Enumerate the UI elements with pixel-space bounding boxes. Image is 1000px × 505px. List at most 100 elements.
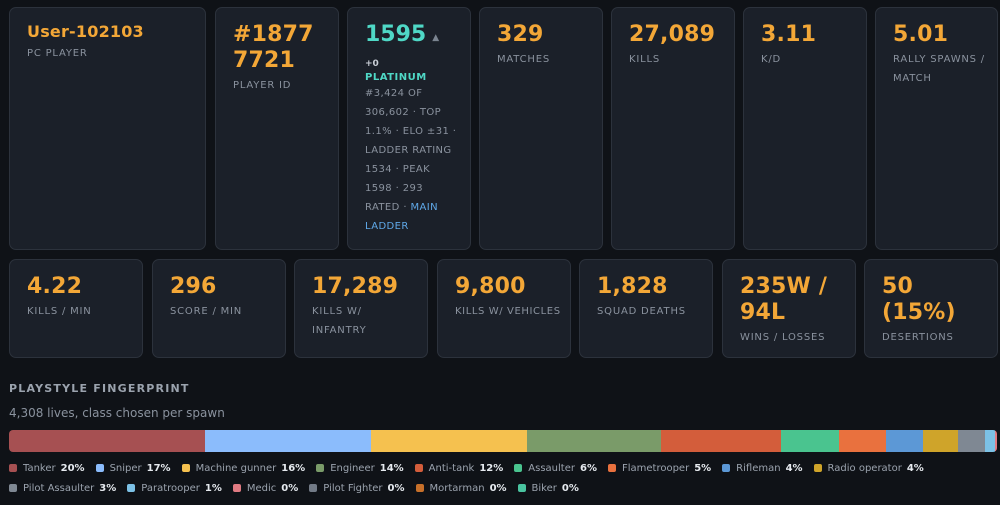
- legend-swatch: [517, 484, 526, 492]
- stat-label: SCORE / MIN: [170, 306, 243, 317]
- bar-segment-flametrooper[interactable]: [838, 430, 887, 452]
- bar-segment-paratrooper[interactable]: [985, 430, 995, 452]
- ladder-link[interactable]: Main Ladder: [365, 202, 438, 232]
- legend-swatch: [316, 464, 325, 472]
- legend-label: Pilot Assaulter: [23, 482, 95, 494]
- bar-segment-sniper[interactable]: [205, 430, 372, 452]
- elo-delta: +0: [365, 59, 379, 69]
- legend-item: Tanker 20%: [9, 461, 85, 475]
- stat-value: 1,828: [597, 274, 668, 299]
- legend-label: Biker: [531, 482, 557, 494]
- stat-label: KILLS W/ INFANTRY: [312, 306, 367, 336]
- legend-swatch: [309, 484, 318, 492]
- stat-label: K/D: [761, 54, 782, 65]
- stat-card-vehicle-kills: 9,800 KILLS W/ VEHICLES: [437, 259, 571, 358]
- legend-label: Assaulter: [528, 462, 575, 474]
- bar-segment-engineer[interactable]: [526, 430, 662, 452]
- legend-swatch: [722, 464, 731, 472]
- bar-segment-medic[interactable]: [994, 430, 997, 452]
- bar-segment-tanker[interactable]: [9, 430, 206, 452]
- legend-swatch: [95, 464, 104, 472]
- legend-label: Radio operator: [827, 462, 902, 474]
- legend-swatch: [414, 464, 423, 472]
- player-id-card: #18777721 PLAYER ID: [215, 7, 339, 250]
- bar-segment-machine-gunner[interactable]: [371, 430, 527, 452]
- legend-item: Radio operator 4%: [813, 461, 924, 475]
- stat-card-kills: 27,089 KILLS: [611, 7, 735, 250]
- stat-value: 296: [170, 274, 217, 299]
- legend-item: Assaulter 6%: [514, 461, 597, 475]
- legend-swatch: [9, 464, 17, 472]
- legend-percent: 4%: [785, 462, 803, 474]
- stat-label: RALLY SPAWNS / MATCH: [893, 54, 985, 84]
- stat-value: 235W / 94L: [740, 274, 828, 325]
- player-platform: PC PLAYER: [27, 48, 88, 59]
- stat-label: DESERTIONS: [882, 332, 954, 343]
- legend-label: Flametrooper: [621, 462, 690, 474]
- legend-item: Flametrooper 5%: [607, 461, 712, 475]
- legend-percent: 12%: [479, 462, 504, 474]
- legend-percent: 14%: [379, 462, 404, 474]
- legend-label: Sniper: [109, 462, 142, 474]
- stat-label: MATCHES: [497, 54, 550, 65]
- legend-label: Pilot Fighter: [323, 482, 383, 494]
- stat-card-kd: 3.11 K/D: [743, 7, 867, 250]
- legend-label: Medic: [246, 482, 277, 494]
- stat-value: 50 (15%): [882, 274, 956, 325]
- legend-percent: 0%: [387, 482, 405, 494]
- legend-item: Engineer 14%: [316, 461, 404, 475]
- legend-item: Rifleman 4%: [722, 461, 803, 475]
- stat-value: 329: [497, 22, 544, 47]
- stat-card-matches: 329 MATCHES: [479, 7, 603, 250]
- legend-swatch: [9, 484, 17, 492]
- stat-card-rally-spawns: 5.01 RALLY SPAWNS / MATCH: [875, 7, 998, 250]
- stat-value: 5.01: [893, 22, 949, 47]
- stat-card-desertions: 50 (15%) DESERTIONS: [864, 259, 998, 358]
- trend-up-icon: ▲: [432, 32, 440, 43]
- legend-percent: 0%: [489, 482, 507, 494]
- legend-item: Pilot Assaulter 3%: [9, 481, 116, 495]
- legend-item: Sniper 17%: [95, 461, 171, 475]
- elo-card: 1595 ▲ +0 PLATINUM #3,424 of 306,602 · T…: [347, 7, 471, 250]
- legend-percent: 16%: [281, 462, 306, 474]
- legend-percent: 3%: [99, 482, 117, 494]
- legend-percent: 5%: [694, 462, 712, 474]
- legend-percent: 4%: [906, 462, 924, 474]
- stat-label: KILLS: [629, 54, 660, 65]
- stat-label: WINS / LOSSES: [740, 332, 826, 343]
- section-subtitle: 4,308 lives, class chosen per spawn: [9, 406, 225, 420]
- stat-card-kills-per-min: 4.22 KILLS / MIN: [9, 259, 143, 358]
- legend-swatch: [514, 464, 523, 472]
- stat-label: SQUAD DEATHS: [597, 306, 686, 317]
- elo-value: 1595: [365, 22, 427, 47]
- legend-swatch: [415, 484, 424, 492]
- legend-percent: 0%: [561, 482, 579, 494]
- stat-label: KILLS / MIN: [27, 306, 92, 317]
- elo-tier-badge: PLATINUM: [365, 72, 427, 83]
- class-legend: Tanker 20% Sniper 17% Machine gunner 16% Engin…: [9, 461, 994, 495]
- stat-card-wins-losses: 235W / 94L WINS / LOSSES: [722, 259, 856, 358]
- bar-segment-radio-operator[interactable]: [922, 430, 959, 452]
- player-id-label: PLAYER ID: [233, 80, 292, 91]
- bar-segment-rifleman[interactable]: [886, 430, 923, 452]
- legend-label: Anti-tank: [428, 462, 475, 474]
- bar-segment-assaulter[interactable]: [781, 430, 839, 452]
- legend-swatch: [607, 464, 616, 472]
- player-card: User-102103 PC PLAYER: [9, 7, 206, 250]
- legend-label: Paratrooper: [141, 482, 200, 494]
- legend-swatch: [181, 464, 190, 472]
- legend-label: Engineer: [330, 462, 375, 474]
- player-id-value: #18777721: [233, 22, 314, 73]
- legend-swatch: [127, 484, 136, 492]
- legend-label: Rifleman: [736, 462, 781, 474]
- legend-item: Medic 0%: [232, 481, 298, 495]
- legend-item: Biker 0%: [517, 481, 579, 495]
- legend-item: Paratrooper 1%: [127, 481, 222, 495]
- stat-card-infantry-kills: 17,289 KILLS W/ INFANTRY: [294, 259, 428, 358]
- legend-item: Machine gunner 16%: [181, 461, 306, 475]
- bar-segment-anti-tank[interactable]: [661, 430, 782, 452]
- legend-percent: 20%: [60, 462, 85, 474]
- bar-segment-pilot-assaulter[interactable]: [958, 430, 986, 452]
- legend-swatch: [232, 484, 241, 492]
- stat-value: 3.11: [761, 22, 817, 47]
